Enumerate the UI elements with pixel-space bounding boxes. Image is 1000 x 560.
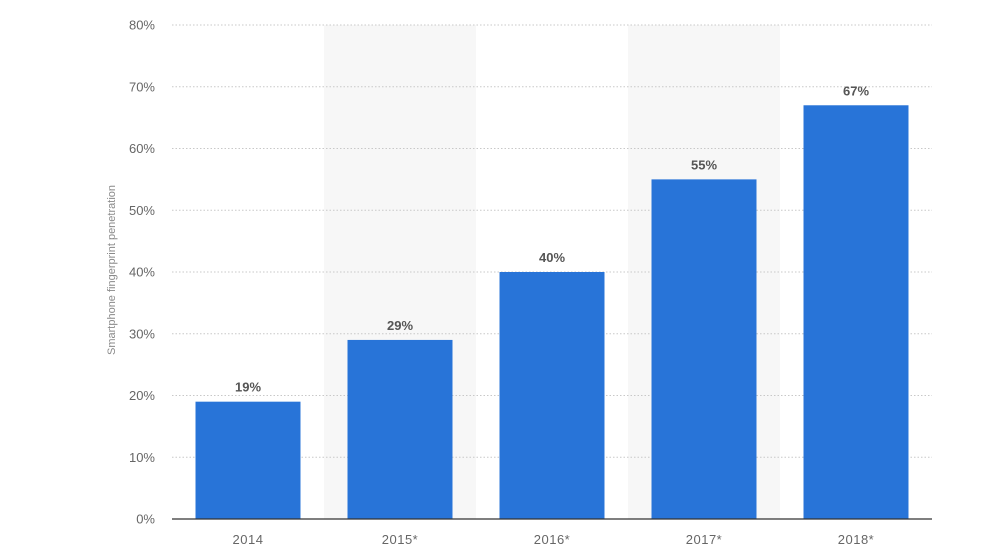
bar-2014 — [195, 401, 301, 519]
bar-2015 — [347, 339, 453, 519]
x-axis-ticks: 2014 2015* 2016* 2017* 2018* — [233, 532, 874, 547]
x-tick-label: 2014 — [233, 532, 264, 547]
y-axis-title: Smartphone fingerprint penetration — [106, 185, 118, 355]
data-label: 40% — [539, 250, 565, 265]
bars — [195, 105, 909, 520]
bar-2018 — [803, 105, 909, 520]
y-tick-label: 60% — [129, 141, 155, 156]
data-label: 67% — [843, 83, 869, 98]
data-label: 29% — [387, 318, 413, 333]
y-tick-label: 30% — [129, 326, 155, 341]
y-tick-label: 80% — [129, 18, 155, 33]
bar-2016 — [499, 272, 605, 519]
y-tick-label: 50% — [129, 203, 155, 218]
data-labels: 19% 29% 40% 55% 67% — [235, 83, 869, 394]
x-tick-label: 2015* — [382, 532, 418, 547]
y-tick-label: 40% — [129, 265, 155, 280]
x-tick-label: 2017* — [686, 532, 722, 547]
y-axis-ticks: 0% 10% 20% 30% 40% 50% 60% 70% 80% — [129, 18, 155, 527]
y-tick-label: 0% — [136, 512, 155, 527]
x-tick-label: 2018* — [838, 532, 874, 547]
bar-2017 — [651, 179, 757, 519]
x-tick-label: 2016* — [534, 532, 570, 547]
data-label: 55% — [691, 157, 717, 172]
data-label: 19% — [235, 380, 261, 395]
y-tick-label: 70% — [129, 79, 155, 94]
y-tick-label: 10% — [129, 450, 155, 465]
y-tick-label: 20% — [129, 388, 155, 403]
